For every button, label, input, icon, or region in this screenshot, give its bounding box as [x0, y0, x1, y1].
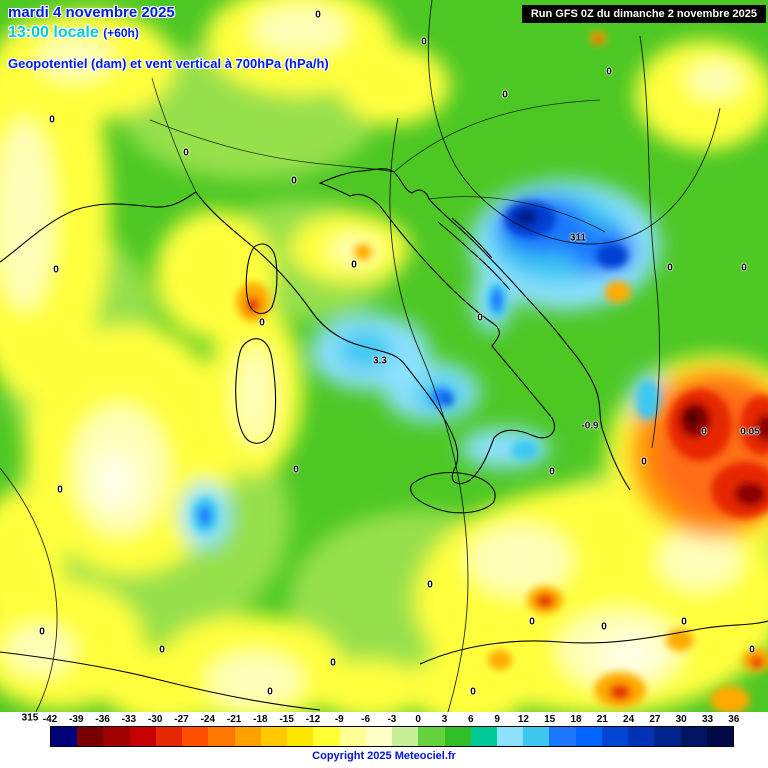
colorbar-cell [628, 727, 655, 746]
colorbar-tick: -3 [387, 714, 397, 725]
colorbar-tick: -33 [121, 714, 137, 725]
colorbar-tick: -12 [305, 714, 321, 725]
colorbar-tick: -6 [361, 714, 371, 725]
colorbar-tick: 33 [701, 714, 714, 725]
colorbar-tick: 12 [517, 714, 529, 725]
colorbar-tick: 30 [675, 714, 687, 725]
colorbar-cell [182, 727, 209, 746]
colorbar-cell [365, 727, 393, 746]
geopotential-isolines [0, 0, 721, 712]
copyright-link[interactable]: Copyright 2025 Meteociel.fr [312, 750, 456, 762]
colorbar-cell [601, 727, 629, 746]
colorbar-cell [339, 727, 366, 746]
colorbar-tick: -30 [147, 714, 163, 725]
colorbar-tick: -27 [174, 714, 189, 725]
colorbar-cell [129, 727, 156, 746]
colorbar-tick: 24 [623, 714, 635, 725]
colorbar-tick: 21 [596, 714, 608, 725]
colorbar-tick: -36 [95, 714, 110, 725]
colorbar-tick: 18 [570, 714, 582, 725]
colorbar-cell [418, 727, 445, 746]
colorbar-cell [470, 727, 497, 746]
colorbar-cell [234, 727, 261, 746]
colorbar-strip: -42 -39 -36 -33 -30 -27 -24 -21 -18 -15 -12 -9 -6 -3 0… [0, 712, 768, 768]
colorbar-tick: -42 [42, 714, 58, 725]
colorbar-cell [444, 727, 471, 746]
colorbar-cell [680, 727, 707, 746]
colorbar-cell [313, 727, 340, 746]
colorbar-cell [287, 727, 314, 746]
colorbar-tick: -24 [200, 714, 216, 725]
colorbar-tick: 9 [494, 714, 500, 725]
colorbar-cell [51, 727, 78, 746]
colorbar-tick-row: -42 -39 -36 -33 -30 -27 -24 -21 -18 -15 -12 -9 -6 -3 0… [0, 712, 768, 726]
coastlines [0, 168, 768, 711]
colorbar-cell [208, 727, 235, 746]
colorbar-cell [392, 727, 419, 746]
colorbar-cell [155, 727, 183, 746]
colorbar-tick: -39 [69, 714, 84, 725]
vertical-velocity-map[interactable]: 0 0 0 0 0 0 0 0 0 0 0 0 0 3.3 311 -0.9 0 0.05 0 0 0 0 0 0 0 0 0 0 0 0… [0, 0, 768, 724]
colorbar-cell [260, 727, 288, 746]
colorbar-tick: -9 [334, 714, 344, 725]
colorbar-tick: -15 [279, 714, 294, 725]
colorbar-tick: -18 [253, 714, 268, 725]
colorbar-tick: 0 [415, 714, 421, 725]
colorbar-cell [496, 727, 524, 746]
colorbar-cell [523, 727, 550, 746]
colorbar-cell [706, 727, 734, 746]
colorbar-tick: 6 [468, 714, 474, 725]
run-info-box: Run GFS 0Z du dimanche 2 novembre 2025 [521, 5, 766, 23]
colorbar-tick: 27 [649, 714, 661, 725]
colorbar-cell [575, 727, 602, 746]
map-canvas [0, 0, 768, 712]
colorbar-cell [549, 727, 576, 746]
colorbar-tick: 3 [441, 714, 448, 725]
colorbar-cell [654, 727, 681, 746]
colorbar [50, 726, 734, 747]
colorbar-tick: 15 [544, 714, 556, 725]
colorbar-cell [103, 727, 130, 746]
colorbar-tick: -21 [226, 714, 242, 725]
colorbar-cell [77, 727, 104, 746]
colorbar-tick: 36 [728, 714, 740, 725]
country-borders [149, 77, 606, 233]
